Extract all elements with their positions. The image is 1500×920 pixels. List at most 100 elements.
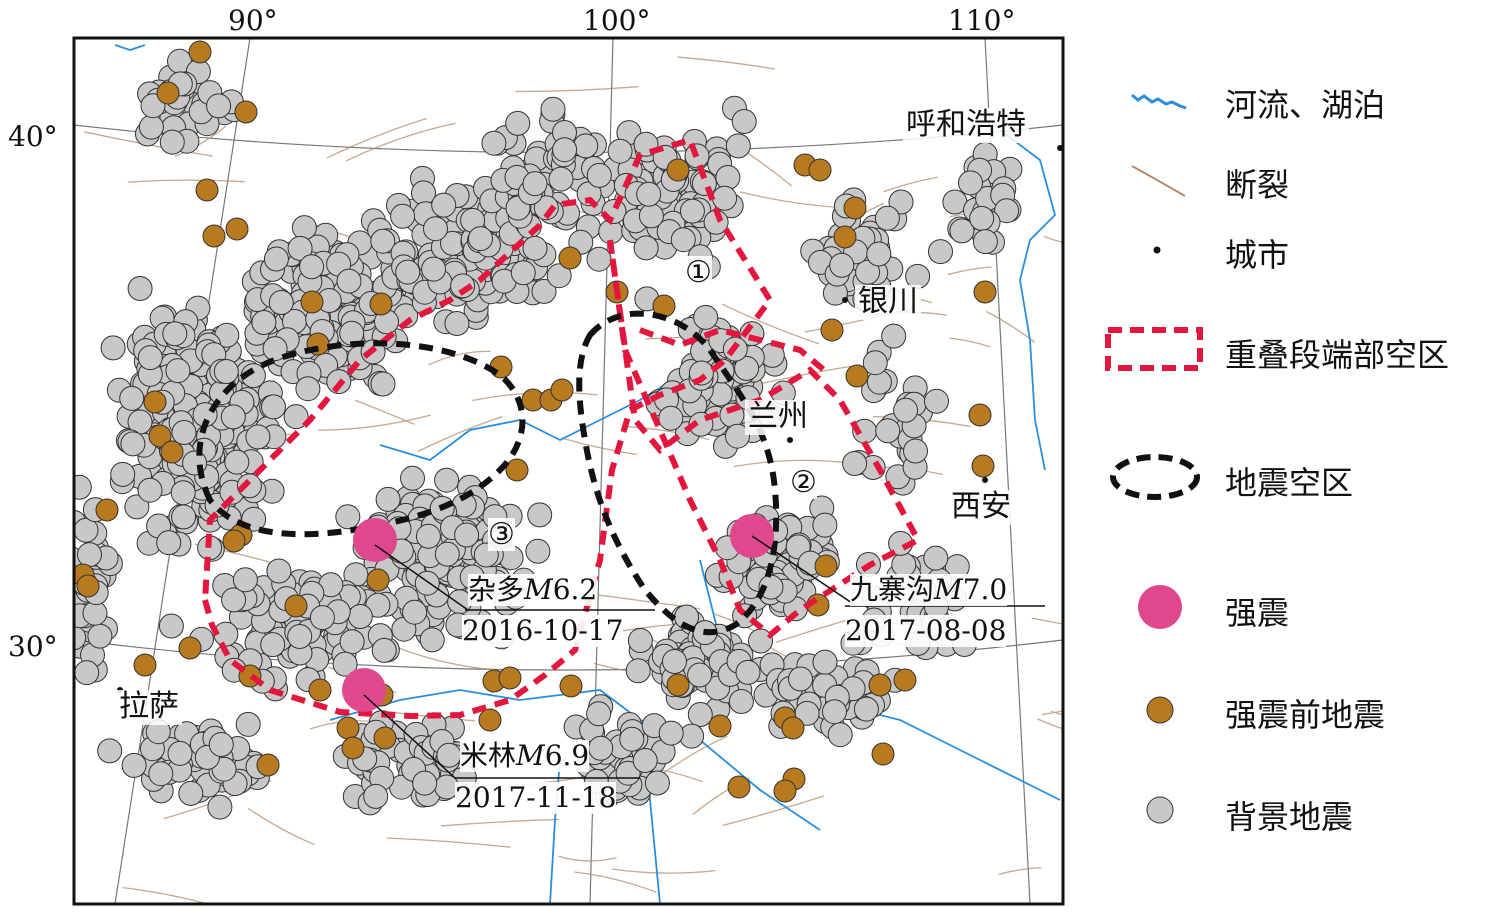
background-quake-marker — [586, 246, 612, 272]
background-quake-marker — [812, 649, 838, 675]
background-quake-marker — [220, 404, 246, 430]
background-quake-marker — [822, 699, 847, 725]
fault-line — [721, 303, 820, 345]
background-quake-marker — [100, 335, 126, 361]
fault-line — [345, 122, 456, 162]
fault-line — [122, 886, 211, 904]
background-quake-marker — [236, 473, 262, 499]
background-quake-marker — [138, 114, 164, 140]
background-quake-marker — [74, 660, 100, 686]
city-label-huhehaote: 呼和浩特 — [903, 107, 1029, 143]
background-quake-marker — [434, 467, 460, 493]
background-quake-marker — [607, 138, 633, 164]
zone-number-3: ③ — [488, 517, 515, 552]
background-quake-marker — [97, 738, 123, 764]
background-quake-marker — [658, 405, 684, 431]
pre-quake-marker — [558, 246, 582, 270]
legend-item-background-quake: 背景地震 — [1100, 782, 1490, 842]
pre-quake-marker — [971, 454, 995, 478]
pre-quake-marker — [195, 178, 219, 202]
background-quake-marker — [994, 198, 1020, 224]
leader-milin — [363, 694, 456, 779]
background-quake-marker — [291, 215, 317, 241]
background-quake-marker — [949, 218, 975, 244]
quake-mag: 7.0 — [962, 573, 1008, 606]
background-quake-marker — [434, 541, 460, 567]
background-quake-marker — [208, 732, 234, 757]
background-quake-marker — [522, 235, 548, 261]
background-quake-marker — [283, 404, 309, 430]
background-quake-marker — [586, 162, 612, 188]
background-quake-marker — [245, 424, 271, 450]
fault-line — [883, 176, 938, 193]
background-quake-marker — [121, 752, 147, 778]
pre-quake-marker — [478, 708, 502, 732]
pre-quake-marker — [188, 40, 212, 64]
background-quake-marker — [725, 423, 750, 449]
pre-quake-marker — [369, 292, 393, 316]
background-quake-marker — [638, 203, 664, 229]
background-quake-marker — [421, 256, 447, 282]
background-quake-marker — [972, 229, 998, 255]
pre-quake-marker — [178, 636, 202, 660]
fault-line — [949, 337, 991, 348]
city-label-lasa: 拉萨 — [116, 689, 182, 725]
background-quake-marker — [928, 239, 953, 265]
lon-label-110: 110° — [948, 4, 1016, 37]
background-quake-marker — [881, 323, 907, 349]
pre-quake-marker — [225, 217, 249, 241]
river-lines — [114, 44, 1061, 904]
background-quake-marker — [468, 226, 493, 252]
background-quake-marker — [336, 268, 362, 294]
strong-quake-milin — [342, 668, 386, 712]
pre-quake-marker — [868, 673, 892, 697]
brown-circle-icon — [1146, 696, 1174, 724]
background-quake-marker — [423, 216, 448, 242]
background-quake-marker — [903, 438, 928, 464]
gray-circle-icon — [1146, 796, 1174, 824]
red-zone-outline-1 — [201, 136, 774, 720]
background-quake-marker — [261, 394, 286, 420]
red-dashed-box-icon — [1105, 327, 1203, 371]
background-quake-marker — [431, 192, 457, 218]
background-quake-marker — [725, 133, 751, 159]
background-quake-marker — [295, 376, 321, 402]
background-quake-marker — [74, 474, 92, 500]
river-icon — [1131, 93, 1187, 110]
pre-quake-marker — [256, 753, 280, 777]
quake-date-zaduo: 2016-10-17 — [462, 614, 624, 648]
pre-quake-marker — [202, 224, 226, 248]
pink-circle-icon — [1138, 585, 1182, 629]
leader-zaduo — [374, 544, 469, 611]
black-dashed-ellipse-icon — [1110, 454, 1200, 500]
quake-mag: 6.2 — [552, 573, 598, 606]
background-quake-marker — [224, 449, 250, 475]
fault-line — [659, 735, 728, 777]
background-quake-marker — [137, 345, 163, 371]
background-quake-marker — [221, 587, 247, 613]
overlap-gap-zones — [201, 136, 923, 720]
pre-quake-marker — [727, 775, 751, 799]
pre-quake-marker — [666, 158, 690, 182]
fault-line — [947, 266, 992, 276]
background-quake-marker — [874, 205, 900, 231]
legend-label: 断裂 — [1225, 166, 1290, 204]
legend-item-city: 城市 — [1100, 220, 1490, 280]
background-quake-marker — [829, 252, 855, 278]
quake-name: 九寨沟 — [850, 573, 935, 606]
fault-line — [574, 871, 657, 893]
background-quake-marker — [588, 735, 614, 761]
background-quake-marker — [658, 720, 684, 746]
background-quake-marker — [335, 504, 361, 530]
background-quake-marker — [734, 355, 760, 381]
background-quake-marker — [124, 494, 150, 520]
background-quake-marker — [263, 246, 289, 272]
quake-mag-prefix: M — [524, 573, 553, 606]
background-quake-marker — [77, 542, 102, 568]
lon-label-100: 100° — [583, 4, 651, 37]
quake-mag-prefix: M — [934, 573, 963, 606]
background-quake-marker — [866, 241, 892, 267]
red-zone-link — [638, 326, 832, 378]
pre-quake-marker — [843, 196, 867, 220]
background-quake-marker — [893, 397, 919, 423]
